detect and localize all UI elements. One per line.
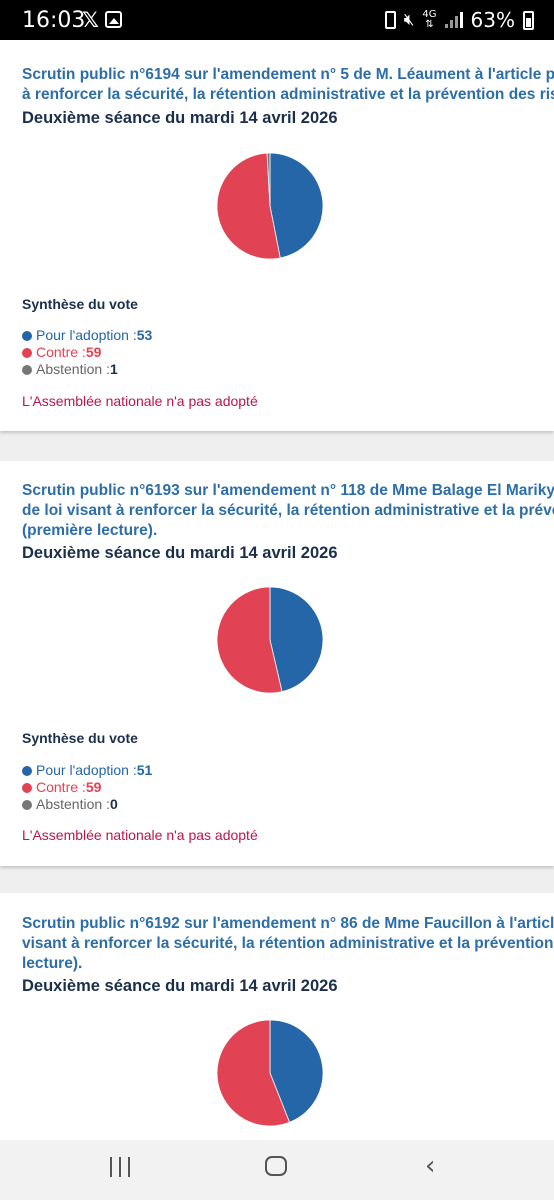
system-nav-bar: ‹ [0,1140,554,1200]
battery-icon [523,10,534,30]
gallery-icon [105,11,122,28]
battery-saver-icon [384,11,396,29]
scrutin-list[interactable]: Scrutin public n°6194 sur l'amendement n… [0,40,554,1140]
x-app-icon: 𝕏 [82,8,99,32]
vote-summary: Pour l'adoption : 51 Contre : 59 Abstent… [22,762,152,813]
scrutin-title-link[interactable]: Scrutin public n°6193 sur l'amendement n… [22,482,554,539]
contre-dot-icon [22,347,32,358]
pie-slice-abstention [266,152,271,207]
vote-pour: Pour l'adoption : 51 [22,762,152,779]
vote-pie-chart [216,586,324,694]
status-icons: 🔇︎ 4G ⇅ 63% [384,8,534,32]
pie-slice-pour [269,1019,324,1123]
signal-icon [444,12,463,28]
vote-abstention: Abstention : 0 [22,796,152,813]
recent-apps-icon[interactable] [110,1157,130,1177]
pie-slice-contre [216,152,281,260]
vote-contre: Contre : 59 [22,779,152,796]
vote-result: L'Assemblée nationale n'a pas adopté [22,393,258,409]
battery-percent: 63% [470,8,515,32]
contre-dot-icon [22,782,32,793]
status-bar: 16:03 𝕏 🔇︎ 4G ⇅ 63% [0,0,554,40]
session-date: Deuxième séance du mardi 14 avril 2026 [22,977,338,995]
scrutin-title-link[interactable]: Scrutin public n°6194 sur l'amendement n… [22,66,554,103]
pie-slice-contre [216,1019,291,1127]
abstention-dot-icon [22,364,32,375]
scrutin-card[interactable]: Scrutin public n°6194 sur l'amendement n… [0,40,554,431]
abstention-dot-icon [22,799,32,810]
vote-abstention: Abstention : 1 [22,361,152,378]
scrutin-title-link[interactable]: Scrutin public n°6192 sur l'amendement n… [22,915,554,972]
back-icon[interactable]: ‹ [425,1151,436,1181]
network-4g-icon: 4G ⇅ [422,9,437,30]
vote-pour: Pour l'adoption : 53 [22,327,152,344]
pour-dot-icon [22,765,32,776]
scrutin-card[interactable]: Scrutin public n°6192 sur l'amendement n… [0,893,554,1140]
home-icon[interactable] [265,1156,287,1176]
vote-contre: Contre : 59 [22,344,152,361]
session-date: Deuxième séance du mardi 14 avril 2026 [22,109,338,127]
vote-pie-chart [216,152,324,260]
vote-result: L'Assemblée nationale n'a pas adopté [22,827,258,843]
synthese-label: Synthèse du vote [22,730,138,746]
vote-summary: Pour l'adoption : 53 Contre : 59 Abstent… [22,327,152,378]
synthese-label: Synthèse du vote [22,296,138,312]
clock: 16:03 [22,8,86,33]
pie-slice-contre [216,586,283,694]
vote-pie-chart [216,1019,324,1127]
pie-slice-pour [269,152,324,259]
pour-dot-icon [22,330,32,341]
mute-icon: 🔇︎ [403,10,415,30]
session-date: Deuxième séance du mardi 14 avril 2026 [22,544,338,562]
pie-slice-pour [269,586,324,693]
scrutin-card[interactable]: Scrutin public n°6193 sur l'amendement n… [0,461,554,866]
